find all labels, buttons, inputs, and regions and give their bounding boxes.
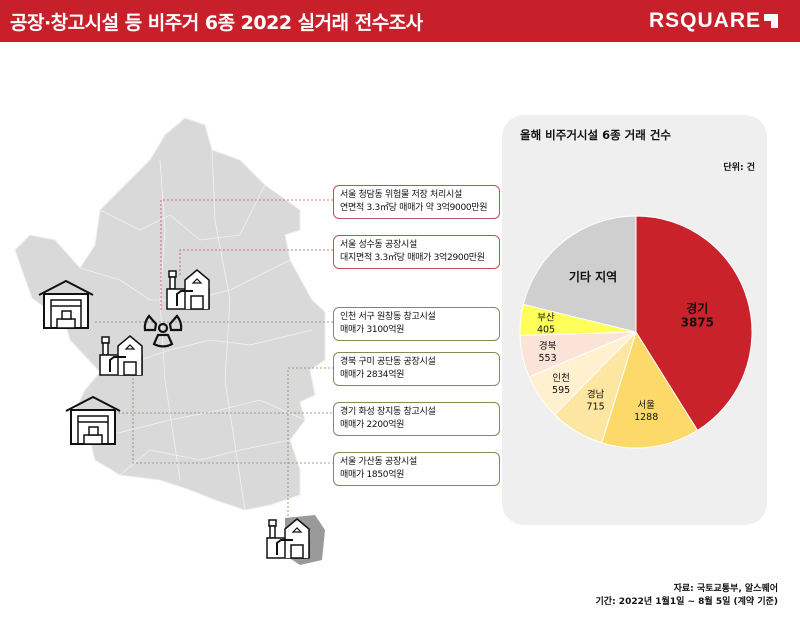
slice-label: 서울 <box>637 400 655 411</box>
callout-gumi: 경북 구미 공단동 공장시설 매매가 2834억원 <box>333 352 500 386</box>
page-title: 공장·창고시설 등 비주거 6종 2022 실거래 전수조사 <box>10 12 423 34</box>
callout-cheongdam: 서울 청담동 위험물 저장 처리시설 연면적 3.3㎡당 매매가 약 3억9000… <box>333 185 500 219</box>
chart-title: 올해 비주거시설 6종 거래 건수 <box>520 128 671 142</box>
period-note: 기간: 2022년 1월1일 ~ 8월 5일 (계약 기준) <box>595 597 778 607</box>
leader-lines <box>95 199 333 520</box>
radiation-icon <box>143 314 183 348</box>
header-bar: 공장·창고시설 등 비주거 6종 2022 실거래 전수조사 RSQUARE <box>0 0 800 42</box>
callout-gasan: 서울 가산동 공장시설 매매가 1850억원 <box>333 452 500 486</box>
pie-slice-1 <box>601 330 699 449</box>
slice-label: 경북 <box>539 340 557 352</box>
slice-value: 553 <box>539 353 557 364</box>
slice-label: 경기 <box>686 300 708 315</box>
slice-value: 715 <box>586 402 604 413</box>
slice-value: 3875 <box>681 315 714 329</box>
slice-value: 405 <box>537 324 555 335</box>
slice-label: 부산 <box>537 312 555 323</box>
slice-value: 595 <box>552 385 570 396</box>
chart-unit: 단위: 건 <box>723 163 755 173</box>
pie-slice-0 <box>635 215 753 432</box>
source-note: 자료: 국토교통부, 알스퀘어 <box>673 584 778 594</box>
slice-label: 경남 <box>587 389 605 401</box>
callout-incheon: 인천 서구 원창동 창고시설 매매가 3100억원 <box>333 307 500 341</box>
rsquare-logo: RSQUARE <box>649 9 778 33</box>
slice-label: 인천 <box>552 373 569 384</box>
pie-slice-6 <box>522 215 637 333</box>
callout-hwaseong: 경기 화성 장지동 창고시설 매매가 2200억원 <box>333 402 500 436</box>
chart-card: 올해 비주거시설 6종 거래 건수 단위: 건 경기 3875 서울 1288 경남 71… <box>502 115 767 525</box>
slice-value: 1288 <box>634 412 658 423</box>
slice-label: 기타 지역 <box>569 269 617 284</box>
logo-mark-icon <box>764 14 778 28</box>
callout-seongsu: 서울 성수동 공장시설 대지면적 3.3㎡당 매매가 3억2900만원 <box>333 235 500 269</box>
